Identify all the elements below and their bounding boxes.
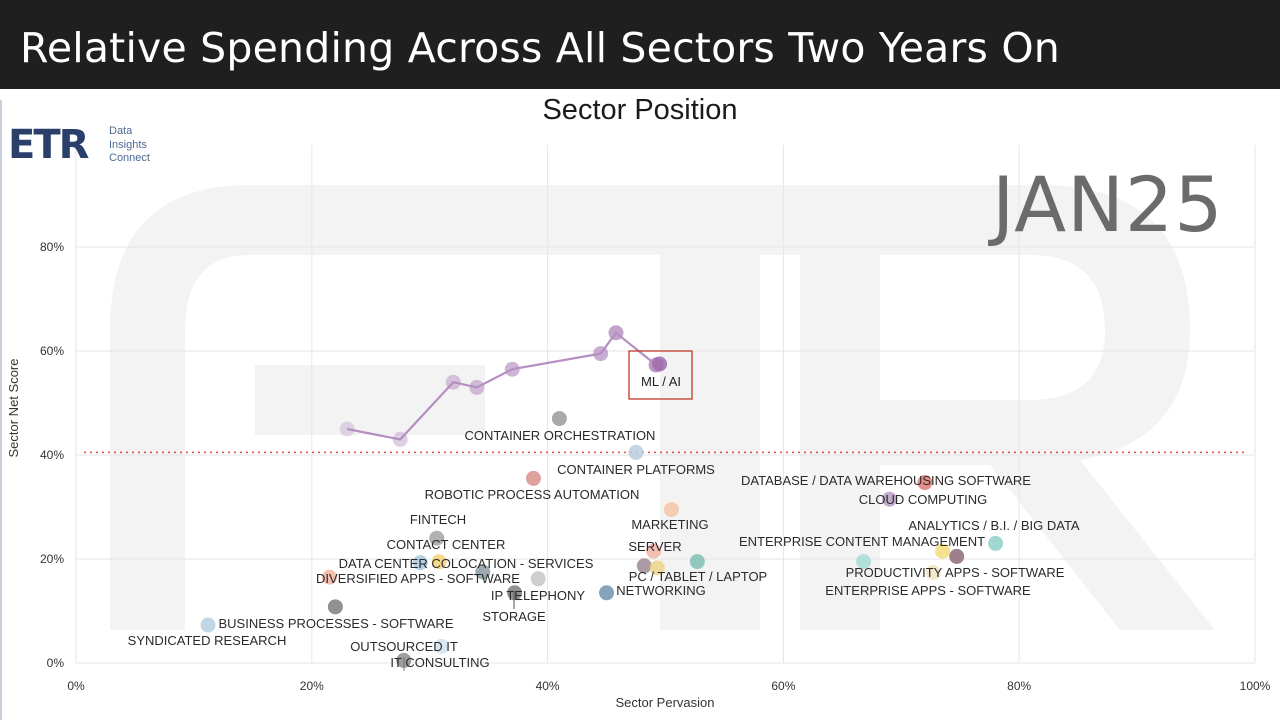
- ml-ai-label: ML / AI: [641, 374, 681, 389]
- sector-point[interactable]: [935, 543, 951, 559]
- sector-label: IP TELEPHONY: [491, 588, 585, 603]
- chart-title: Sector Position: [542, 94, 737, 126]
- sector-point[interactable]: [321, 569, 337, 585]
- sector-label: NETWORKING: [616, 583, 706, 598]
- trail-point: [608, 325, 624, 341]
- sector-point[interactable]: [412, 555, 428, 571]
- sector-label: DIVERSIFIED APPS - SOFTWARE: [316, 571, 520, 586]
- sector-label: OUTSOURCED IT: [350, 639, 458, 654]
- sector-point[interactable]: [200, 617, 216, 633]
- sector-point[interactable]: [988, 535, 1004, 551]
- x-tick-label: 60%: [771, 679, 795, 693]
- sector-point[interactable]: [507, 585, 523, 601]
- sector-label: ENTERPRISE CONTENT MANAGEMENT: [739, 534, 985, 549]
- sector-point[interactable]: [652, 356, 668, 372]
- trail-point: [593, 346, 609, 362]
- sector-point[interactable]: [663, 502, 679, 518]
- y-tick-label: 80%: [40, 240, 64, 254]
- etr-logo-mark: ETR: [8, 122, 89, 168]
- sector-label: STORAGE: [482, 609, 546, 624]
- y-tick-label: 40%: [40, 448, 64, 462]
- slide-title: Relative Spending Across All Sectors Two…: [20, 24, 1060, 72]
- sector-point[interactable]: [628, 444, 644, 460]
- sector-point[interactable]: [327, 599, 343, 615]
- sector-label: SERVER: [628, 539, 681, 554]
- x-tick-label: 80%: [1007, 679, 1031, 693]
- sector-label: FINTECH: [410, 512, 466, 527]
- title-bar: Relative Spending Across All Sectors Two…: [0, 0, 1280, 89]
- x-axis-title: Sector Pervasion: [616, 695, 715, 710]
- chart-grid: [75, 145, 1256, 664]
- etr-logo-tagline: Data Insights Connect: [109, 125, 150, 164]
- sector-point[interactable]: [689, 554, 705, 570]
- sector-label: CONTAINER ORCHESTRATION: [465, 428, 656, 443]
- sector-point[interactable]: [551, 411, 567, 427]
- sector-point[interactable]: [949, 548, 965, 564]
- sector-label: ROBOTIC PROCESS AUTOMATION: [425, 487, 640, 502]
- trail-point: [445, 374, 461, 390]
- sector-label: MARKETING: [631, 517, 708, 532]
- sector-label: CLOUD COMPUTING: [859, 492, 988, 507]
- x-tick-label: 20%: [300, 679, 324, 693]
- sector-point[interactable]: [636, 558, 652, 574]
- sector-label: ENTERPRISE APPS - SOFTWARE: [825, 583, 1031, 598]
- sector-label: PRODUCTIVITY APPS - SOFTWARE: [846, 565, 1065, 580]
- sector-label: CONTACT CENTER: [387, 537, 506, 552]
- sector-point[interactable]: [646, 543, 662, 559]
- sector-label: CONTAINER PLATFORMS: [557, 462, 715, 477]
- y-axis-title: Sector Net Score: [6, 359, 21, 458]
- x-tick-label: 100%: [1240, 679, 1271, 693]
- sector-label: BUSINESS PROCESSES - SOFTWARE: [218, 616, 453, 631]
- trail-point: [469, 379, 485, 395]
- y-tick-label: 60%: [40, 344, 64, 358]
- y-tick-label: 20%: [40, 552, 64, 566]
- x-tick-label: 40%: [536, 679, 560, 693]
- sector-point[interactable]: [530, 571, 546, 587]
- sector-label: DATA CENTER COLOCATION - SERVICES: [339, 556, 594, 571]
- x-tick-label: 0%: [67, 679, 85, 693]
- trail-point: [504, 361, 520, 377]
- sector-point[interactable]: [856, 554, 872, 570]
- sector-point[interactable]: [649, 560, 665, 576]
- sector-point[interactable]: [475, 564, 491, 580]
- sector-point[interactable]: [925, 565, 941, 581]
- sector-label: ANALYTICS / B.I. / BIG DATA: [908, 518, 1080, 533]
- trail-point: [392, 431, 408, 447]
- sector-label: PC / TABLET / LAPTOP: [629, 569, 767, 584]
- etr-watermark: [110, 185, 1215, 630]
- sector-label: DATABASE / DATA WAREHOUSING SOFTWARE: [741, 473, 1031, 488]
- etr-logo: ETR Data Insights Connect: [8, 124, 158, 168]
- sector-point[interactable]: [882, 491, 898, 507]
- trail-point: [339, 421, 355, 437]
- sector-point[interactable]: [917, 475, 933, 491]
- left-accent-line: [0, 100, 2, 720]
- sector-label: SYNDICATED RESEARCH: [128, 633, 287, 648]
- sector-position-chart: 0% 20% 40% 60% 80% 100% 0% 20% 40% 60% 80% ML / AI…: [6, 94, 1271, 710]
- sector-point[interactable]: [431, 554, 447, 570]
- sector-point[interactable]: [429, 530, 445, 546]
- sector-point[interactable]: [599, 585, 615, 601]
- y-tick-label: 0%: [47, 656, 65, 670]
- sector-point[interactable]: [433, 638, 449, 654]
- sector-label: IT CONSULTING: [390, 655, 489, 670]
- period-stamp: JAN25: [992, 160, 1224, 249]
- sector-point[interactable]: [525, 470, 541, 486]
- ml-ai-highlight-box: [628, 350, 693, 400]
